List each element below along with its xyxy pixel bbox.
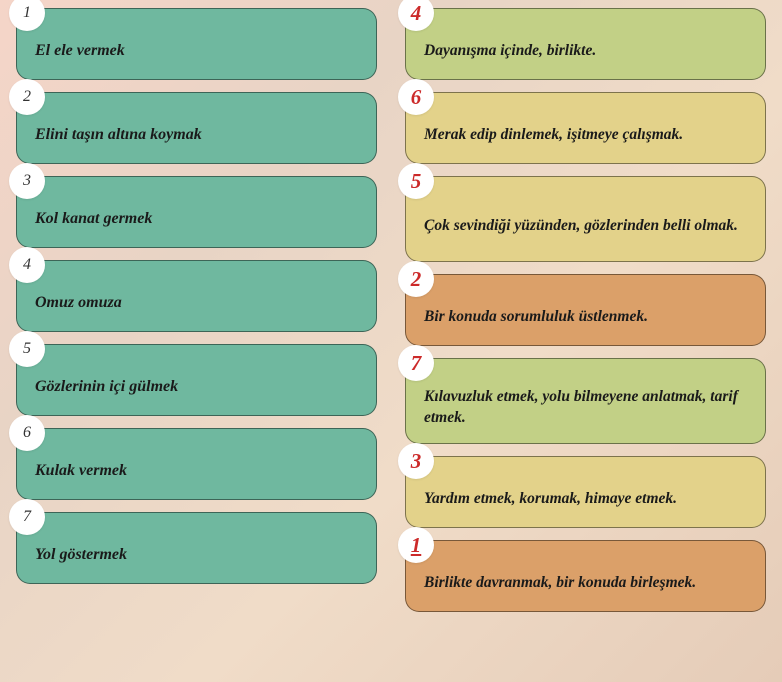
meaning-card: 5Çok sevindiği yüzünden, gözlerinden bel… xyxy=(405,176,766,262)
idiom-number-badge: 3 xyxy=(9,163,45,199)
meaning-text: Dayanışma içinde, birlikte. xyxy=(424,41,596,62)
answer-number-badge: 3 xyxy=(398,443,434,479)
idiom-card: 4Omuz omuza xyxy=(16,260,377,332)
idiom-text: Elini taşın altına koymak xyxy=(35,124,202,146)
idiom-text: Kol kanat germek xyxy=(35,208,152,230)
left-column: 1El ele vermek 2Elini taşın altına koymak… xyxy=(16,8,377,612)
idiom-text: Yol göstermek xyxy=(35,544,127,566)
idiom-text: El ele vermek xyxy=(35,40,125,62)
meaning-text: Birlikte davranmak, bir konuda birleşmek… xyxy=(424,573,696,594)
meaning-card: 1Birlikte davranmak, bir konuda birleşme… xyxy=(405,540,766,612)
idiom-number-badge: 1 xyxy=(9,0,45,31)
answer-number-badge: 4 xyxy=(398,0,434,31)
idiom-number-badge: 6 xyxy=(9,415,45,451)
meaning-text: Merak edip dinlemek, işitmeye çalışmak. xyxy=(424,125,683,146)
idiom-card: 1El ele vermek xyxy=(16,8,377,80)
answer-number-badge: 1 xyxy=(398,527,434,563)
answer-number-badge: 5 xyxy=(398,163,434,199)
idiom-text: Gözlerinin içi gülmek xyxy=(35,376,178,398)
answer-number-badge: 7 xyxy=(398,345,434,381)
idiom-card: 3Kol kanat germek xyxy=(16,176,377,248)
matching-container: 1El ele vermek2Elini taşın altına koymak… xyxy=(0,0,782,620)
meaning-text: Bir konuda sorumluluk üstlenmek. xyxy=(424,307,648,328)
idiom-text: Kulak vermek xyxy=(35,460,127,482)
answer-number-badge: 6 xyxy=(398,79,434,115)
idiom-card: 7Yol göstermek xyxy=(16,512,377,584)
meaning-text: Yardım etmek, korumak, himaye etmek. xyxy=(424,489,677,510)
idiom-card: 5Gözlerinin içi gülmek xyxy=(16,344,377,416)
idiom-card: 6Kulak vermek xyxy=(16,428,377,500)
meaning-card: 4Dayanışma içinde, birlikte. xyxy=(405,8,766,80)
meaning-text: Çok sevindiği yüzünden, gözlerinden bell… xyxy=(424,216,738,237)
meaning-card: 3Yardım etmek, korumak, himaye etmek. xyxy=(405,456,766,528)
meaning-card: 2Bir konuda sorumluluk üstlenmek. xyxy=(405,274,766,346)
meaning-text: Kılavuzluk etmek, yolu bilmeyene anlatma… xyxy=(424,387,751,429)
idiom-number-badge: 7 xyxy=(9,499,45,535)
idiom-number-badge: 5 xyxy=(9,331,45,367)
idiom-text: Omuz omuza xyxy=(35,292,122,314)
answer-number-badge: 2 xyxy=(398,261,434,297)
meaning-card: 7Kılavuzluk etmek, yolu bilmeyene anlatm… xyxy=(405,358,766,444)
right-column: 4Dayanışma içinde, birlikte. 6Merak edip … xyxy=(405,8,766,612)
meaning-card: 6Merak edip dinlemek, işitmeye çalışmak. xyxy=(405,92,766,164)
idiom-number-badge: 2 xyxy=(9,79,45,115)
idiom-card: 2Elini taşın altına koymak xyxy=(16,92,377,164)
idiom-number-badge: 4 xyxy=(9,247,45,283)
